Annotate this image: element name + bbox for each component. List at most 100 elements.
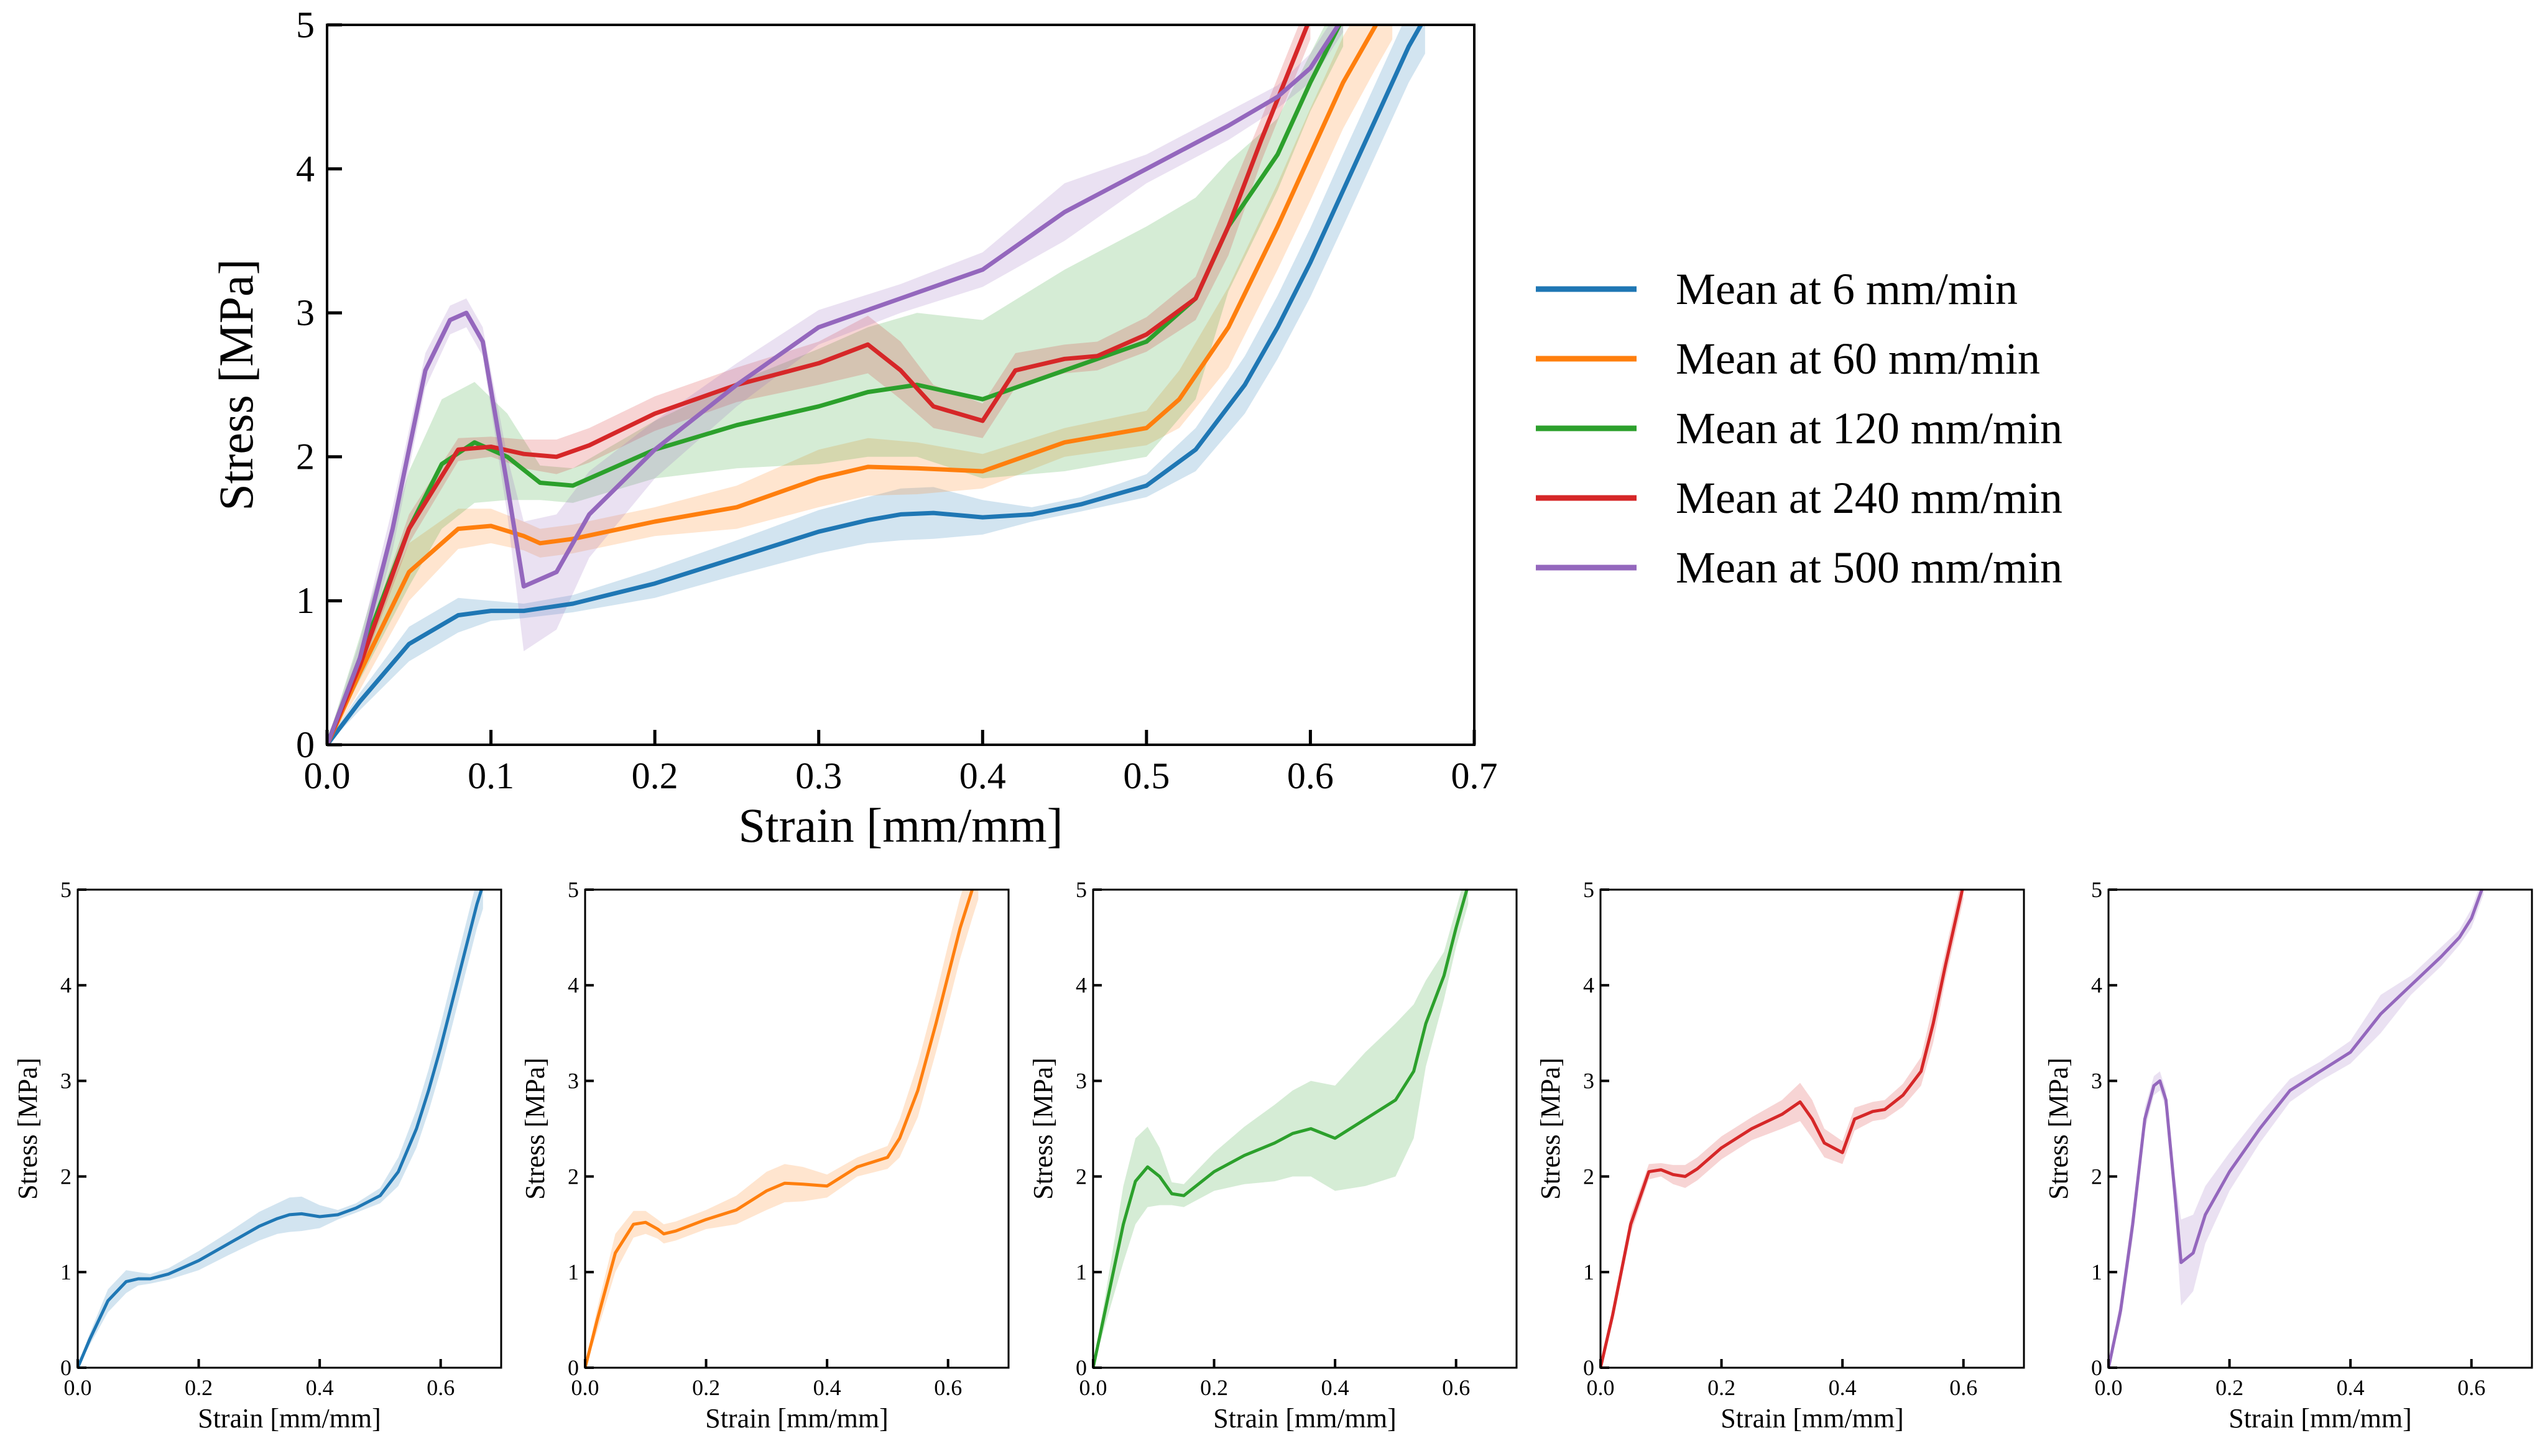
small-4-y-tick-label: 5 — [1583, 877, 1594, 902]
small-2-plot-area — [585, 890, 979, 1368]
small-2-x-axis-label: Strain [mm/mm] — [705, 1403, 889, 1434]
legend-label-mean-at-6-mm-min: Mean at 6 mm/min — [1676, 264, 2018, 314]
main-y-tick-label: 4 — [296, 148, 315, 189]
main-band-mean-at-120-mm-min — [327, 25, 1344, 745]
small-3-x-tick-label: 0.4 — [1321, 1375, 1349, 1400]
main-y-tick-label: 3 — [296, 292, 315, 333]
small-5-plot-area — [2109, 890, 2484, 1368]
legend-label-mean-at-240-mm-min: Mean at 240 mm/min — [1676, 473, 2062, 523]
small-2-line-mean-at-60-mm-min — [585, 890, 974, 1368]
small-1-y-tick-label: 2 — [60, 1164, 72, 1189]
main-y-axis-label: Stress [MPa] — [209, 259, 263, 510]
small-1-x-tick-label: 0.4 — [306, 1375, 334, 1400]
small-4-y-tick-label: 3 — [1583, 1068, 1594, 1093]
small-3-y-tick-label: 0 — [1076, 1355, 1087, 1380]
main-x-tick-label: 0.6 — [1287, 755, 1334, 796]
small-4-x-axis-label: Strain [mm/mm] — [1721, 1403, 1904, 1434]
small-2-axes-frame — [584, 888, 1010, 1369]
main-band-mean-at-240-mm-min — [327, 25, 1311, 745]
small-4-band-mean-at-240-mm-min — [1600, 890, 1964, 1368]
small-1-plot-area — [78, 890, 483, 1368]
small-4-y-tick-label: 2 — [1583, 1164, 1594, 1189]
main-band-mean-at-60-mm-min — [327, 25, 1393, 745]
legend-label-mean-at-500-mm-min: Mean at 500 mm/min — [1676, 543, 2062, 592]
small-4-y-tick-label: 4 — [1583, 973, 1594, 998]
small-5-y-tick-label: 5 — [2091, 877, 2102, 902]
small-5-x-tick-label: 0.2 — [2215, 1375, 2243, 1400]
small-4-axes-frame — [1599, 888, 2025, 1369]
small-2-y-tick-label: 2 — [568, 1164, 579, 1189]
small-1-x-tick-label: 0.6 — [427, 1375, 455, 1400]
small-3-plot-area — [1093, 890, 1469, 1368]
small-2-y-axis-label: Stress [MPa] — [520, 1057, 550, 1200]
small-4-y-tick-label: 1 — [1583, 1260, 1594, 1284]
small-3-line-mean-at-120-mm-min — [1093, 890, 1469, 1368]
main-x-axis-label: Strain [mm/mm] — [738, 798, 1063, 852]
small-3-axes-frame — [1092, 888, 1518, 1369]
small-4-x-tick-label: 0.0 — [1587, 1375, 1615, 1400]
main-x-tick-label: 0.0 — [304, 755, 351, 796]
small-1-y-tick-label: 4 — [60, 973, 72, 998]
small-5-y-tick-label: 1 — [2091, 1260, 2102, 1284]
small-1-line-mean-at-6-mm-min — [78, 890, 483, 1368]
small-4-line-mean-at-240-mm-min — [1600, 890, 1964, 1368]
small-2-x-tick-label: 0.2 — [692, 1375, 720, 1400]
small-chart-panel-3: 0.0 0.2 0.4 0.6 0 1 2 3 4 5 Strain [mm/mm] Stress [… — [1028, 877, 1518, 1434]
small-3-y-tick-label: 4 — [1076, 973, 1087, 998]
small-3-y-axis-label: Stress [MPa] — [1028, 1057, 1058, 1200]
small-chart-panel-4: 0.0 0.2 0.4 0.6 0 1 2 3 4 5 Strain [mm/mm] Stress [… — [1535, 877, 2025, 1434]
small-5-y-axis-label: Stress [MPa] — [2043, 1057, 2074, 1200]
small-4-y-tick-label: 0 — [1583, 1355, 1594, 1380]
small-3-y-tick-label: 3 — [1076, 1068, 1087, 1093]
small-3-x-axis-label: Strain [mm/mm] — [1213, 1403, 1397, 1434]
main-chart-panel: 0.0 0.1 0.2 0.3 0.4 0.5 0.6 0.7 0 1 2 3 4 5 Strain [mm… — [209, 4, 1498, 852]
small-5-line-mean-at-500-mm-min — [2109, 890, 2484, 1368]
small-2-y-tick-label: 5 — [568, 877, 579, 902]
small-2-y-tick-label: 4 — [568, 973, 579, 998]
small-1-y-axis-label: Stress [MPa] — [12, 1057, 43, 1200]
small-3-x-tick-label: 0.2 — [1200, 1375, 1228, 1400]
small-2-x-tick-label: 0.0 — [571, 1375, 599, 1400]
small-multiples-row: 0.0 0.2 0.4 0.6 0 1 2 3 4 5 Strain [mm/mm] Stress [… — [12, 877, 2533, 1434]
small-2-y-tick-label: 0 — [568, 1355, 579, 1380]
main-y-tick-label: 1 — [296, 580, 315, 621]
main-y-tick-label: 0 — [296, 724, 315, 765]
small-3-x-tick-label: 0.6 — [1442, 1375, 1470, 1400]
small-5-band-mean-at-500-mm-min — [2109, 890, 2484, 1368]
main-x-tick-label: 0.3 — [795, 755, 842, 796]
small-1-x-tick-label: 0.0 — [64, 1375, 92, 1400]
small-3-y-tick-label: 5 — [1076, 877, 1087, 902]
small-2-y-tick-label: 3 — [568, 1068, 579, 1093]
small-1-x-axis-label: Strain [mm/mm] — [198, 1403, 381, 1434]
main-plot-area — [327, 25, 1425, 745]
small-1-y-tick-label: 0 — [60, 1355, 72, 1380]
small-3-y-tick-label: 2 — [1076, 1164, 1087, 1189]
legend-label-mean-at-120-mm-min: Mean at 120 mm/min — [1676, 403, 2062, 453]
small-1-y-tick-label: 5 — [60, 877, 72, 902]
small-5-x-axis-label: Strain [mm/mm] — [2229, 1403, 2412, 1434]
main-x-tick-label: 0.2 — [632, 755, 678, 796]
small-4-x-tick-label: 0.6 — [1949, 1375, 1977, 1400]
small-5-x-tick-label: 0.4 — [2337, 1375, 2365, 1400]
main-x-tick-label: 0.7 — [1451, 755, 1498, 796]
main-line-mean-at-6-mm-min — [327, 25, 1424, 745]
small-5-y-tick-label: 2 — [2091, 1164, 2102, 1189]
main-line-mean-at-500-mm-min — [327, 25, 1341, 745]
small-1-y-tick-label: 3 — [60, 1068, 72, 1093]
legend: Mean at 6 mm/min Mean at 60 mm/min Mean at… — [1536, 264, 2062, 592]
small-1-y-tick-label: 1 — [60, 1260, 72, 1284]
small-5-y-tick-label: 3 — [2091, 1068, 2102, 1093]
small-4-plot-area — [1600, 890, 1964, 1368]
small-1-axes-frame — [76, 888, 502, 1369]
small-5-y-tick-label: 4 — [2091, 973, 2102, 998]
main-x-tick-label: 0.4 — [959, 755, 1006, 796]
main-y-tick-label: 5 — [296, 4, 315, 45]
small-4-x-tick-label: 0.2 — [1707, 1375, 1735, 1400]
main-axes-frame — [326, 24, 1476, 746]
small-3-band-mean-at-120-mm-min — [1093, 890, 1469, 1368]
small-5-x-tick-label: 0.0 — [2095, 1375, 2123, 1400]
small-2-x-tick-label: 0.6 — [934, 1375, 962, 1400]
small-1-x-tick-label: 0.2 — [185, 1375, 213, 1400]
main-band-mean-at-500-mm-min — [327, 25, 1344, 745]
